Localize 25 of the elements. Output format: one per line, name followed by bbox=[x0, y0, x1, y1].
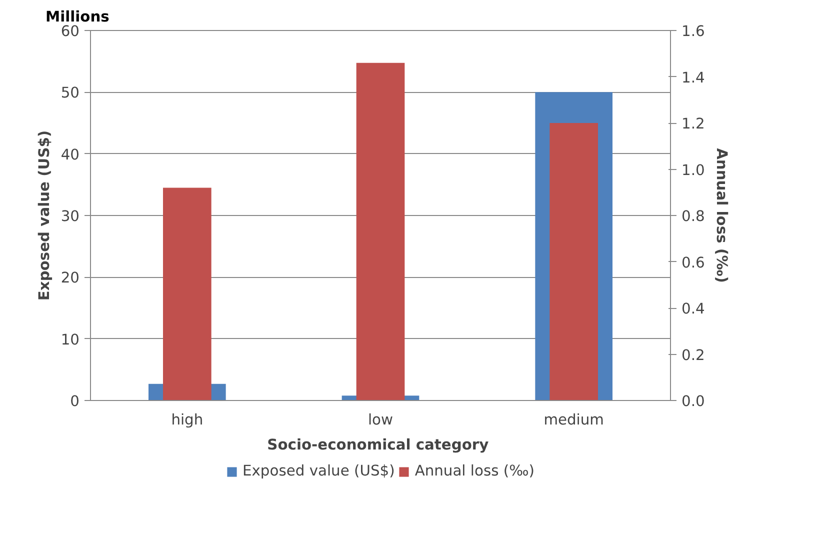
y2-tick-label: 0.8 bbox=[682, 208, 705, 225]
y2-tick-label: 0.6 bbox=[682, 254, 705, 272]
y2-tick-label: 1.6 bbox=[682, 23, 705, 40]
y2-tick-label: 1.4 bbox=[682, 69, 705, 86]
legend-label: Exposed value (US$) bbox=[242, 462, 395, 480]
y-tick-label: 50 bbox=[60, 84, 80, 102]
y-axis-title: Exposed value (US$) bbox=[36, 130, 53, 301]
y-tick-label: 0 bbox=[70, 393, 80, 410]
y2-tick-label: 1.0 bbox=[682, 162, 705, 179]
x-axis-title: Socio-economical category bbox=[267, 436, 490, 454]
x-tick-label: high bbox=[171, 412, 204, 428]
text: Millions bbox=[46, 8, 110, 26]
y-tick-label: 10 bbox=[60, 331, 80, 348]
y2-tick-label: 0.4 bbox=[682, 300, 705, 318]
y2-tick-label: 0.2 bbox=[682, 346, 705, 364]
y-tick-label: 60 bbox=[60, 23, 80, 40]
y2-axis-title: Annual loss (‰) bbox=[712, 148, 730, 283]
y-tick-label: 20 bbox=[60, 270, 80, 287]
x-tick-label: low bbox=[368, 412, 394, 428]
y2-tick-label: 0.0 bbox=[682, 393, 705, 410]
x-tick-label: medium bbox=[544, 412, 604, 428]
y-tick-label: 30 bbox=[60, 208, 80, 225]
y2-tick-label: 1.2 bbox=[682, 116, 705, 132]
legend-label: Annual loss (‰) bbox=[414, 462, 534, 480]
y-tick-label: 40 bbox=[60, 146, 80, 164]
